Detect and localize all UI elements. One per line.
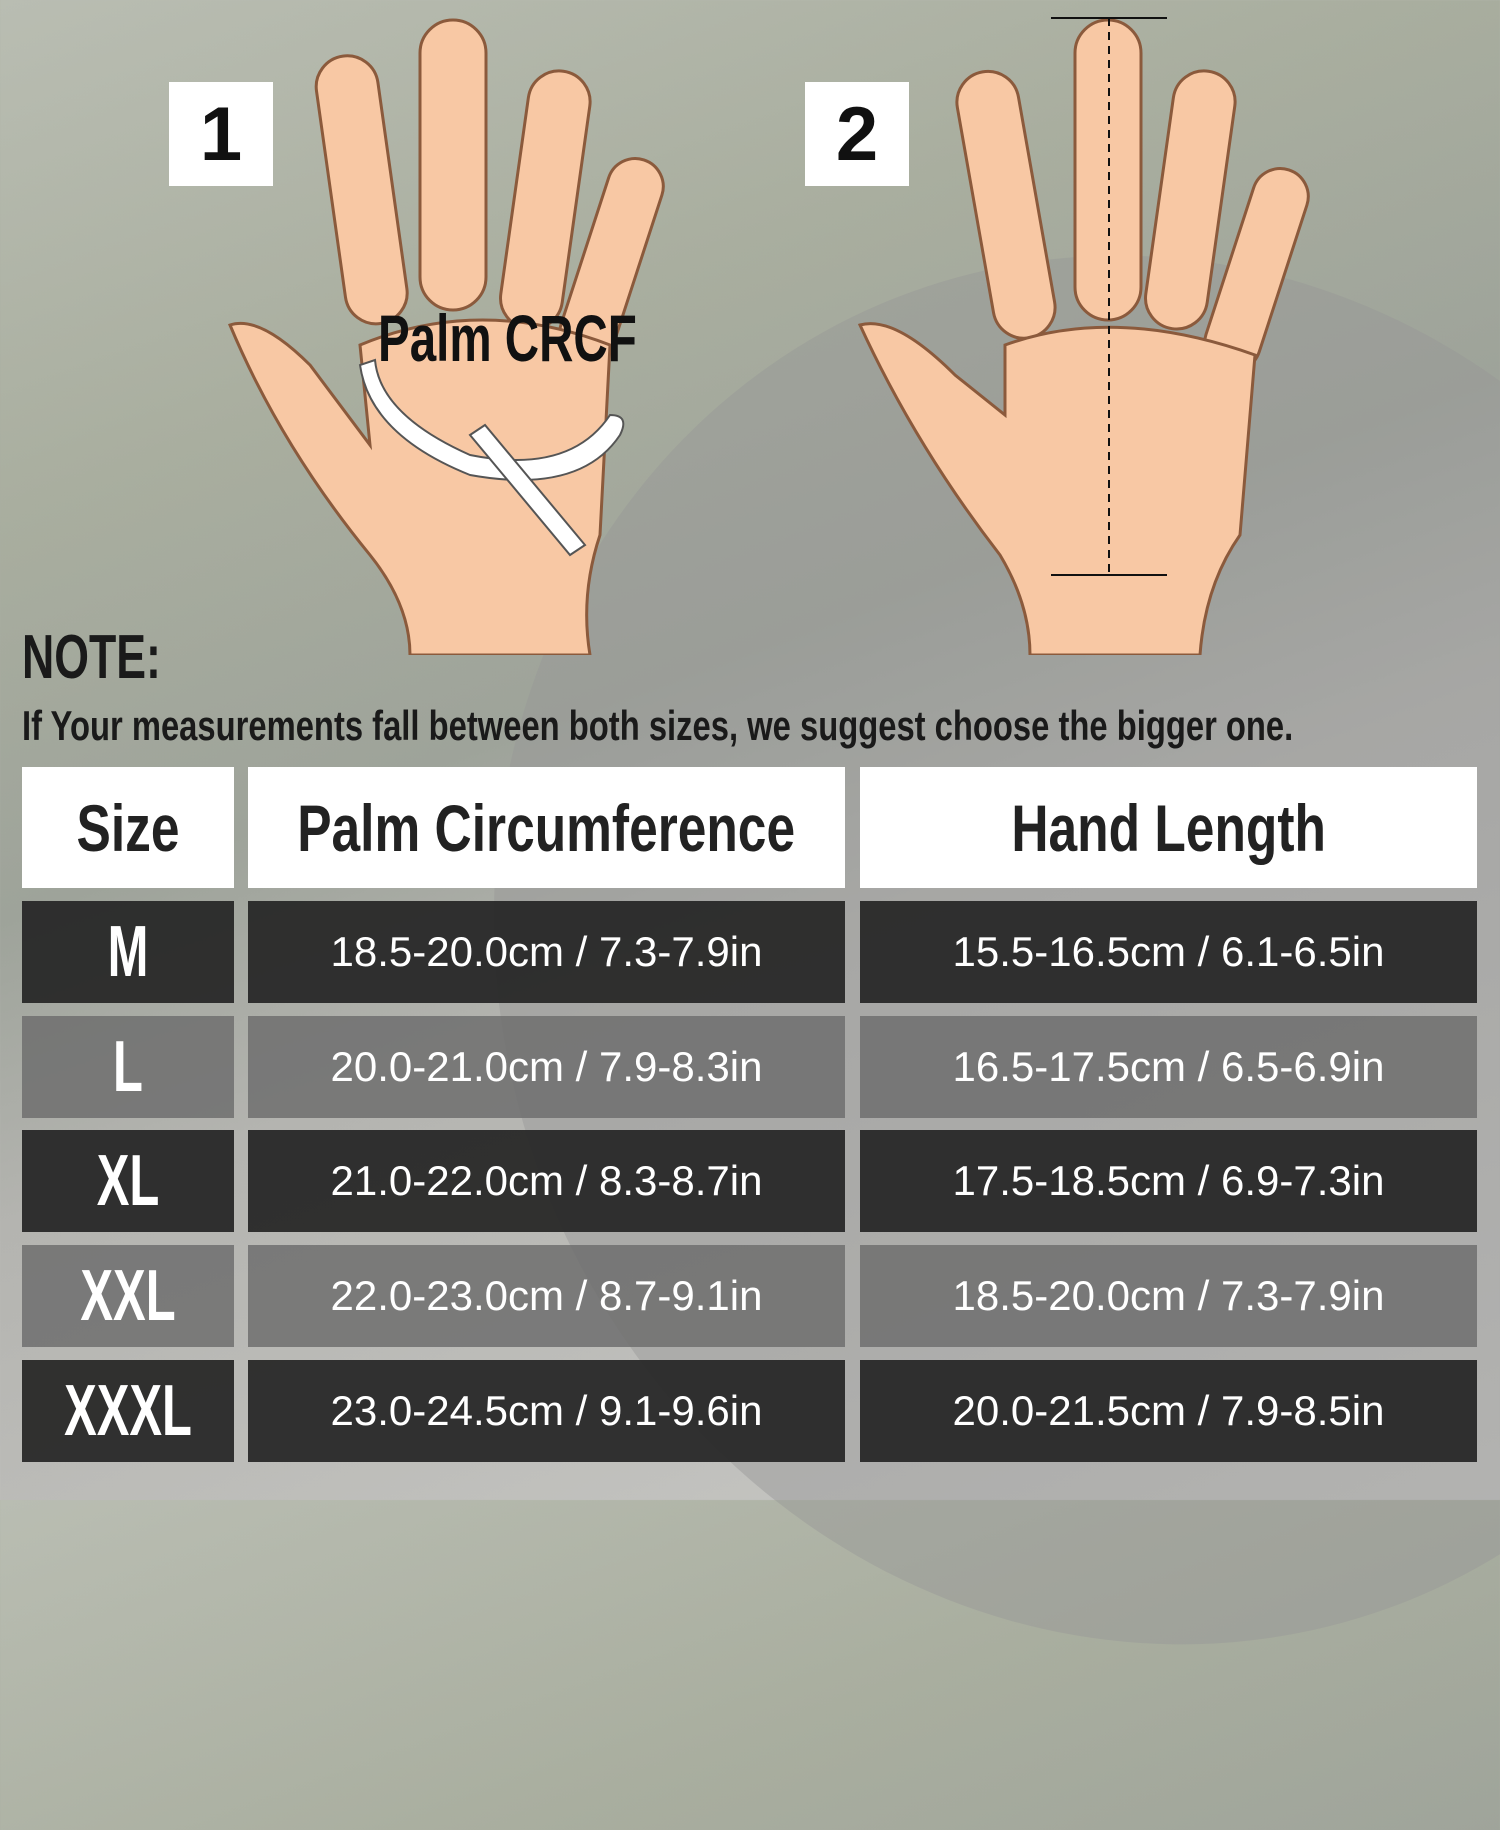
size-cell-text: XL xyxy=(96,1141,160,1221)
step-2-badge: 2 xyxy=(805,82,909,186)
hand-length-cell-text: 15.5-16.5cm / 6.1-6.5in xyxy=(952,928,1385,975)
size-cell: XXXL xyxy=(22,1360,234,1462)
palm-circumference-cell: 22.0-23.0cm / 8.7-9.1in xyxy=(248,1245,845,1347)
hand-length-cell: 18.5-20.0cm / 7.3-7.9in xyxy=(860,1245,1477,1347)
palm-circumference-cell-text: 20.0-21.0cm / 7.9-8.3in xyxy=(330,1043,763,1090)
hand-palm-measure-illustration xyxy=(227,18,665,655)
hand-length-cell-text: 16.5-17.5cm / 6.5-6.9in xyxy=(952,1043,1385,1090)
size-cell: XL xyxy=(22,1130,234,1232)
hand-length-cell: 20.0-21.5cm / 7.9-8.5in xyxy=(860,1360,1477,1462)
hand-length-cell-text: 17.5-18.5cm / 6.9-7.3in xyxy=(952,1157,1385,1204)
header-hand-length: Hand Length xyxy=(860,767,1477,888)
header-palm-circumference: Palm Circumference xyxy=(248,767,845,888)
palm-circumference-cell: 20.0-21.0cm / 7.9-8.3in xyxy=(248,1016,845,1118)
palm-circumference-cell-text: 18.5-20.0cm / 7.3-7.9in xyxy=(330,928,763,975)
palm-circumference-cell: 23.0-24.5cm / 9.1-9.6in xyxy=(248,1360,845,1462)
palm-circumference-cell-text: 21.0-22.0cm / 8.3-8.7in xyxy=(330,1157,763,1204)
palm-circumference-cell-text: 23.0-24.5cm / 9.1-9.6in xyxy=(330,1387,763,1434)
hand-length-cell-text: 20.0-21.5cm / 7.9-8.5in xyxy=(952,1387,1385,1434)
hand-length-cell-text: 18.5-20.0cm / 7.3-7.9in xyxy=(952,1272,1385,1319)
size-cell: M xyxy=(22,901,234,1003)
palm-circumference-cell-text: 22.0-23.0cm / 8.7-9.1in xyxy=(330,1272,763,1319)
size-cell-text: XXXL xyxy=(64,1371,192,1451)
size-cell: L xyxy=(22,1016,234,1118)
header-size: Size xyxy=(22,767,234,888)
size-cell-text: M xyxy=(107,912,149,992)
step-1-badge: 1 xyxy=(169,82,273,186)
note-text: If Your measurements fall between both s… xyxy=(22,702,1294,749)
hand-length-cell: 16.5-17.5cm / 6.5-6.9in xyxy=(860,1016,1477,1118)
hand-length-cell: 15.5-16.5cm / 6.1-6.5in xyxy=(860,901,1477,1003)
size-cell-text: L xyxy=(113,1027,143,1107)
hand-length-illustration xyxy=(857,17,1310,655)
note-title: NOTE: xyxy=(22,623,161,692)
palm-circumference-cell: 21.0-22.0cm / 8.3-8.7in xyxy=(248,1130,845,1232)
hand-length-cell: 17.5-18.5cm / 6.9-7.3in xyxy=(860,1130,1477,1232)
palm-crcf-label: Palm CRCF xyxy=(378,301,637,375)
palm-circumference-cell: 18.5-20.0cm / 7.3-7.9in xyxy=(248,901,845,1003)
size-cell: XXL xyxy=(22,1245,234,1347)
size-cell-text: XXL xyxy=(80,1256,176,1336)
